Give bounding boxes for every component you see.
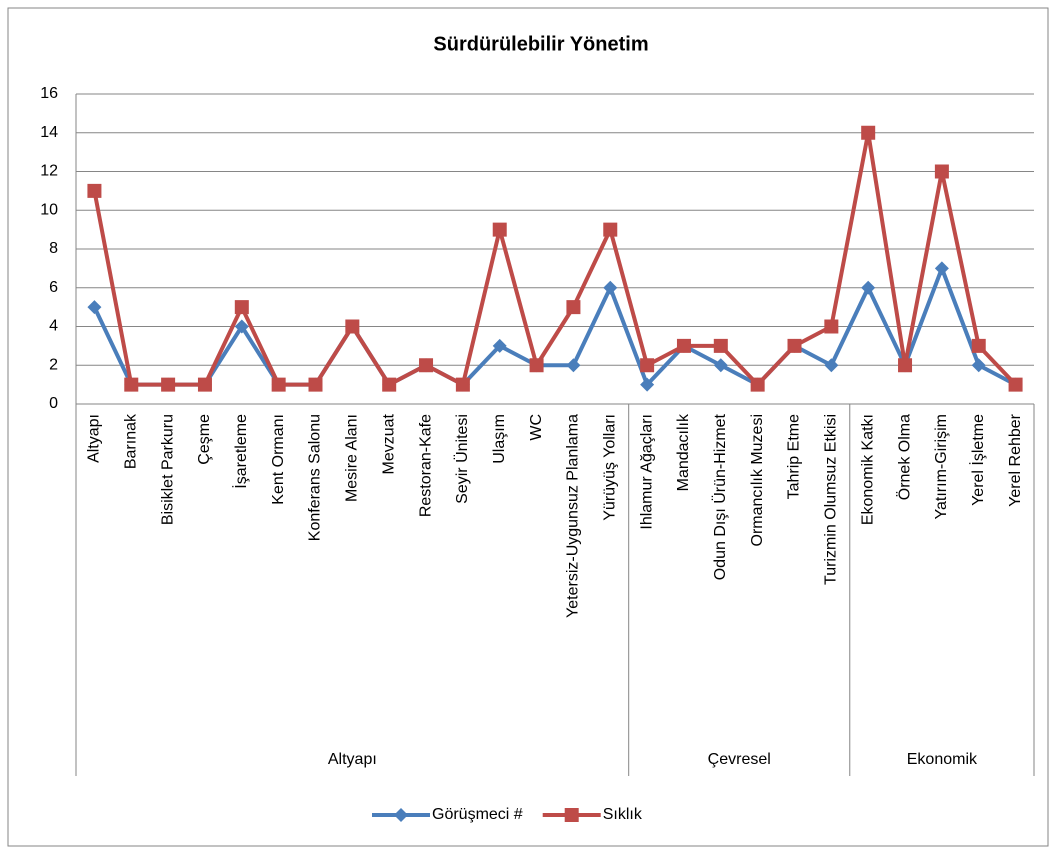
marker <box>492 338 507 353</box>
x-tick-label: Yürüyüş Yolları <box>601 414 618 521</box>
marker <box>455 377 470 392</box>
group-label: Altyapı <box>328 751 377 768</box>
marker <box>124 377 139 392</box>
marker <box>898 358 913 373</box>
x-tick-label: Ulaşım <box>491 414 508 464</box>
y-tick-label: 16 <box>40 85 58 102</box>
marker <box>234 319 249 334</box>
marker <box>861 125 876 140</box>
marker <box>824 358 839 373</box>
marker <box>861 280 876 295</box>
marker <box>603 280 618 295</box>
x-tick-label: WC <box>528 414 545 441</box>
x-tick-label: Çeşme <box>196 414 213 465</box>
chart-border <box>7 7 1049 847</box>
marker <box>971 358 986 373</box>
chart-title: Sürdürülebilir Yönetim <box>433 33 648 55</box>
marker <box>713 358 728 373</box>
marker <box>492 222 507 237</box>
marker <box>529 358 544 373</box>
y-tick-label: 12 <box>40 163 58 180</box>
y-tick-label: 4 <box>49 318 58 335</box>
legend-label: Görüşmeci # <box>432 806 523 823</box>
marker <box>750 377 765 392</box>
legend-item: Sıklık <box>542 806 643 823</box>
x-tick-label: Ormancılık Muzesi <box>749 414 766 546</box>
y-tick-label: 10 <box>40 201 58 218</box>
marker <box>676 338 691 353</box>
x-tick-label: Yatırım-Girişim <box>933 414 950 519</box>
marker <box>271 377 286 392</box>
marker <box>603 222 618 237</box>
y-tick-label: 8 <box>49 240 58 257</box>
x-tick-label: Turizmin Olumsuz Etkisi <box>823 414 840 585</box>
x-tick-label: Mevzuat <box>380 413 397 474</box>
x-tick-label: Bisiklet Parkuru <box>159 414 176 525</box>
x-tick-label: Örnek Olma <box>895 414 913 500</box>
legend-item: Görüşmeci # <box>372 806 523 823</box>
x-tick-label: Restoran-Kafe <box>417 414 434 517</box>
x-tick-label: Tahrip Etme <box>786 414 803 499</box>
marker <box>787 338 802 353</box>
x-tick-label: Yerel İşletme <box>968 414 987 506</box>
y-tick-label: 0 <box>49 395 58 412</box>
marker <box>1008 377 1023 392</box>
legend-marker <box>394 808 408 822</box>
group-label: Ekonomik <box>907 751 978 768</box>
x-tick-label: Barınak <box>122 413 139 469</box>
x-tick-label: Altyapı <box>86 414 103 463</box>
x-tick-label: Seyir Ünitesi <box>453 414 471 504</box>
marker <box>640 358 655 373</box>
legend-marker <box>564 808 579 822</box>
marker <box>566 300 581 315</box>
marker <box>87 300 102 315</box>
marker <box>345 319 360 334</box>
x-tick-label: Mandacılık <box>675 413 692 491</box>
legend-label: Sıklık <box>603 806 643 823</box>
marker <box>640 377 655 392</box>
marker <box>382 377 397 392</box>
y-tick-label: 6 <box>49 279 58 296</box>
marker <box>161 377 176 392</box>
marker <box>419 358 434 373</box>
marker <box>234 300 249 315</box>
x-tick-label: Yetersiz-Uygunsuz Planlama <box>565 414 582 618</box>
marker <box>566 358 581 373</box>
marker <box>971 338 986 353</box>
marker <box>308 377 323 392</box>
x-tick-label: Kent Ormanı <box>270 414 287 505</box>
y-tick-label: 2 <box>49 356 58 373</box>
marker <box>934 261 949 276</box>
x-tick-label: Odun Dışı Ürün-Hizmet <box>711 413 729 580</box>
x-tick-label: İşaretleme <box>231 414 250 489</box>
marker <box>824 319 839 334</box>
x-tick-label: Konferans Salonu <box>307 414 324 541</box>
series-line <box>92 130 1018 387</box>
y-tick-label: 14 <box>40 124 58 141</box>
x-tick-label: Mesire Alanı <box>344 414 361 502</box>
x-tick-label: Ekonomik Katkı <box>859 414 876 525</box>
group-label: Çevresel <box>708 751 771 768</box>
x-tick-label: Ihlamur Ağaçları <box>638 414 655 530</box>
marker <box>713 338 728 353</box>
marker <box>934 164 949 179</box>
x-tick-label: Yerel Rehber <box>1007 413 1024 506</box>
marker <box>87 183 102 198</box>
series-line <box>92 266 1017 387</box>
marker <box>197 377 212 392</box>
